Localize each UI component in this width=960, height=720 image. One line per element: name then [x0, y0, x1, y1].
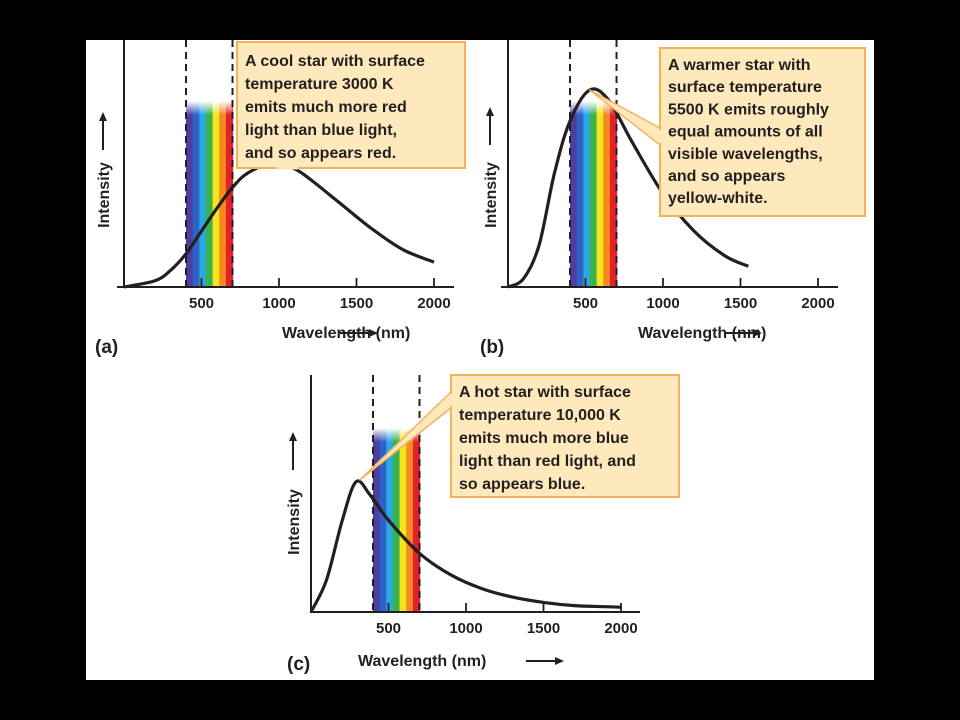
spectrum-band-6 — [412, 428, 421, 612]
y-axis-label: Intensity — [483, 162, 500, 228]
x-tick-label: 1000 — [449, 620, 482, 637]
callout-text-line: temperature 3000 K — [245, 76, 394, 93]
callout-text-line: A cool star with surface — [245, 53, 425, 70]
spectrum-band-1 — [192, 101, 200, 287]
callout-box — [450, 374, 680, 498]
x-tick-label: 500 — [376, 620, 401, 637]
callout-text-line: A hot star with surface — [459, 384, 631, 401]
panel-b: 500 1000 1500 2000 Intensity Wavelength (nm) (… — [480, 40, 866, 358]
spectrum-band-5 — [219, 101, 227, 287]
callout-box — [236, 41, 466, 169]
y-axis-arrowhead — [289, 432, 297, 441]
callout-box — [659, 47, 866, 217]
callout-text-line: visible wavelengths, — [668, 146, 823, 163]
spectrum-band-3 — [589, 101, 598, 287]
callout-text-line: emits much more red — [245, 99, 407, 116]
callout-text-line: A warmer star with — [668, 57, 811, 74]
spectrum-band-0 — [373, 428, 381, 612]
spectrum-fade — [186, 101, 233, 115]
x-tick-label: 1000 — [646, 295, 679, 312]
x-tick-label: 1500 — [527, 620, 560, 637]
callout-text-line: light than red light, and — [459, 453, 636, 470]
panel-label: (a) — [95, 337, 118, 358]
spectrum-band-1 — [379, 428, 387, 612]
spectrum-band-2 — [583, 101, 591, 287]
y-axis-label: Intensity — [96, 162, 113, 228]
x-tick-label: 2000 — [604, 620, 637, 637]
callout-text-line: equal amounts of all — [668, 124, 823, 141]
x-axis-label: Wavelength (nm) — [358, 653, 486, 670]
y-axis-arrowhead — [486, 107, 494, 116]
spectrum-band-5 — [406, 428, 414, 612]
callout-text-line: yellow-white. — [668, 190, 768, 207]
callout-text-line: 5500 K emits roughly — [668, 101, 829, 118]
x-tick-label: 2000 — [801, 295, 834, 312]
spectrum-band-0 — [570, 101, 578, 287]
x-tick-label: 1000 — [262, 295, 295, 312]
intensity-curve — [507, 87, 749, 289]
x-tick-label: 1500 — [724, 295, 757, 312]
panel-label: (b) — [480, 337, 504, 358]
spectrum-band-6 — [225, 101, 234, 287]
x-tick-label: 500 — [573, 295, 598, 312]
callout-text-line: and so appears — [668, 168, 785, 185]
x-axis-label: Wavelength (nm) — [638, 325, 766, 342]
intensity-curve — [309, 479, 622, 613]
intensity-curve — [123, 160, 435, 289]
spectrum-band-4 — [212, 101, 220, 287]
callout-text-line: so appears blue. — [459, 476, 585, 493]
spectrum-band-3 — [205, 101, 214, 287]
callout-text-line: surface temperature — [668, 79, 822, 96]
spectrum-band-0 — [186, 101, 194, 287]
spectrum-band-4 — [399, 428, 407, 612]
x-tick-label: 1500 — [340, 295, 373, 312]
y-axis-arrowhead — [99, 112, 107, 121]
spectrum-band-4 — [596, 101, 604, 287]
x-tick-label: 2000 — [417, 295, 450, 312]
spectrum-band-3 — [392, 428, 401, 612]
x-axis-arrowhead — [369, 329, 378, 337]
callout-text-line: light than blue light, — [245, 122, 397, 139]
spectrum-fade — [570, 101, 617, 115]
x-axis-arrowhead — [753, 329, 762, 337]
spectrum-band-6 — [609, 101, 618, 287]
callout-text-line: and so appears red. — [245, 145, 396, 162]
spectrum-band-5 — [603, 101, 611, 287]
y-axis-label: Intensity — [286, 489, 303, 555]
callout-text-line: emits much more blue — [459, 430, 629, 447]
panel-label: (c) — [287, 654, 310, 675]
spectrum-band-2 — [199, 101, 207, 287]
x-axis-arrowhead — [555, 657, 564, 665]
spectrum-band-1 — [576, 101, 584, 287]
x-tick-label: 500 — [189, 295, 214, 312]
panel-c: 500 1000 1500 2000 Intensity Wavelength (nm) (… — [286, 374, 680, 675]
callout-text-line: temperature 10,000 K — [459, 407, 621, 424]
